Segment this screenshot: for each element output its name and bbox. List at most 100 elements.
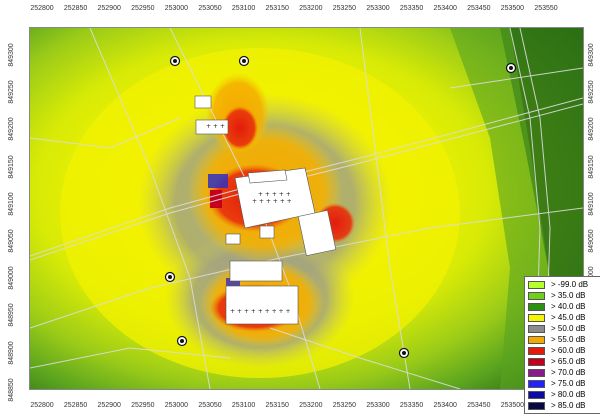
tick-top-label: 252800 (30, 5, 54, 12)
legend-swatch (528, 325, 545, 333)
tick-left-label: 849250 (8, 80, 15, 104)
measurement-point-5[interactable] (176, 335, 188, 347)
legend-item: > 80.0 dB (528, 390, 598, 400)
building-small-1 (225, 233, 241, 245)
tick-bottom-label: 253400 (433, 402, 457, 409)
tick-left-label: 849300 (8, 43, 15, 67)
tick-top-label: 253050 (198, 5, 222, 12)
legend-swatch (528, 380, 545, 388)
noise-zone-75db (208, 174, 228, 188)
building-markers: + + + + + + + + + + + + + + + + + + + + … (206, 123, 292, 315)
legend-label: > 45.0 dB (551, 313, 586, 322)
noise-level-legend: > -99.0 dB > 35.0 dB > 40.0 dB > 45.0 dB > 5… (524, 276, 600, 414)
building-north-small (194, 95, 212, 109)
tick-bottom-label: 253200 (299, 402, 323, 409)
tick-bottom-label: 253300 (366, 402, 390, 409)
tick-bottom-label: 253350 (399, 402, 424, 409)
tick-left-label: 849150 (8, 154, 15, 179)
tick-top-label: 253400 (433, 5, 457, 12)
svg-text:+ + + + + + + + +: + + + + + + + + + (230, 308, 291, 315)
legend-swatch (528, 391, 545, 399)
building-small-2 (259, 225, 275, 239)
noise-zone-60db-north (222, 106, 258, 150)
legend-label: > -99.0 dB (551, 280, 589, 289)
legend-item: > 55.0 dB (528, 335, 598, 345)
tick-bottom-label: 252850 (63, 402, 88, 409)
legend-swatch (528, 281, 545, 289)
legend-label: > 50.0 dB (551, 324, 586, 333)
tick-bottom-label: 253050 (198, 402, 222, 409)
building-south-north (229, 260, 283, 282)
tick-bottom-label: 253000 (164, 402, 189, 409)
tick-left-label: 848900 (8, 340, 15, 365)
legend-label: > 70.0 dB (551, 368, 586, 377)
buildings (194, 95, 337, 325)
legend-item: > -99.0 dB (528, 280, 598, 290)
tick-right-label: 849100 (588, 192, 595, 216)
tick-bottom-label: 252800 (30, 402, 54, 409)
svg-text:+ + + + +: + + + + + (258, 191, 291, 198)
noise-zone-75db-south (226, 278, 240, 288)
tick-top-label: 252950 (131, 5, 155, 12)
legend-swatch (528, 402, 545, 410)
tick-left-label: 849050 (8, 229, 15, 253)
tick-top-label: 253350 (399, 5, 424, 12)
legend-swatch (528, 303, 545, 311)
legend-label: > 35.0 dB (551, 291, 586, 300)
tick-right-label: 849300 (588, 43, 595, 67)
svg-text:+ + +: + + + (206, 123, 225, 130)
noise-contour-map: + + + + + + + + + + + + + + + + + + + + … (30, 28, 583, 389)
tick-right-label: 849200 (588, 117, 595, 142)
tick-bottom-label: 253450 (467, 402, 491, 409)
legend-item: > 50.0 dB (528, 324, 598, 334)
tick-left-label: 849200 (8, 117, 15, 142)
tick-top-label: 253550 (534, 5, 558, 12)
legend-swatch (528, 292, 545, 300)
tick-top-label: 252900 (97, 5, 121, 12)
tick-top-label: 253500 (500, 5, 525, 12)
tick-left-label: 848950 (8, 303, 15, 328)
legend-swatch (528, 347, 545, 355)
measurement-point-1[interactable] (169, 55, 181, 67)
tick-top-label: 253000 (164, 5, 189, 12)
tick-top-label: 253450 (467, 5, 491, 12)
legend-label: > 85.0 dB (551, 401, 586, 410)
legend-swatch (528, 336, 545, 344)
legend-swatch (528, 358, 545, 366)
measurement-point-3[interactable] (505, 62, 517, 74)
tick-right-label: 849050 (588, 229, 595, 253)
tick-bottom-label: 253100 (231, 402, 256, 409)
legend-swatch (528, 314, 545, 322)
measurement-point-2[interactable] (238, 55, 250, 67)
legend-item: > 45.0 dB (528, 313, 598, 323)
svg-text:+ + + + + +: + + + + + + (252, 198, 292, 205)
legend-item: > 35.0 dB (528, 291, 598, 301)
legend-label: > 55.0 dB (551, 335, 586, 344)
tick-top-label: 252850 (63, 5, 88, 12)
tick-left-label: 848850 (8, 378, 15, 402)
tick-right-label: 849150 (588, 154, 595, 179)
building-south-main (225, 285, 299, 325)
legend-swatch (528, 369, 545, 377)
legend-label: > 40.0 dB (551, 302, 586, 311)
building-north (195, 119, 229, 135)
tick-bottom-label: 252900 (97, 402, 121, 409)
tick-bottom-label: 253150 (265, 402, 289, 409)
legend-item: > 60.0 dB (528, 346, 598, 356)
tick-top-label: 253100 (231, 5, 256, 12)
measurement-point-4[interactable] (164, 271, 176, 283)
tick-top-label: 253200 (299, 5, 323, 12)
measurement-points (164, 55, 517, 359)
tick-bottom-label: 253250 (332, 402, 357, 409)
noise-map[interactable]: + + + + + + + + + + + + + + + + + + + + … (29, 27, 584, 390)
tick-bottom-label: 253500 (500, 402, 525, 409)
legend-label: > 60.0 dB (551, 346, 586, 355)
legend-item: > 65.0 dB (528, 357, 598, 367)
measurement-point-6[interactable] (398, 347, 410, 359)
tick-right-label: 849250 (588, 80, 595, 104)
tick-top-label: 253150 (265, 5, 289, 12)
tick-bottom-label: 252950 (131, 402, 155, 409)
legend-item: > 75.0 dB (528, 379, 598, 389)
legend-item: > 70.0 dB (528, 368, 598, 378)
legend-label: > 65.0 dB (551, 357, 586, 366)
